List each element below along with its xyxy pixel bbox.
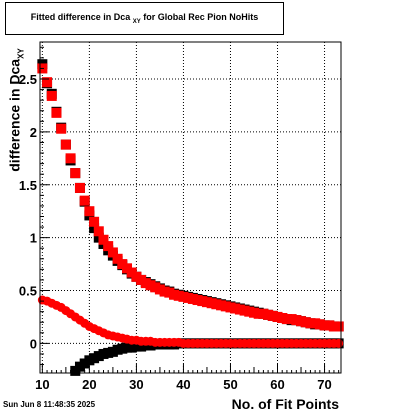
- y-tick-label: 2.5: [19, 72, 37, 87]
- data-point: [107, 247, 118, 258]
- y-axis-label: difference in DcaXY: [7, 28, 27, 193]
- x-tick-label: 10: [35, 377, 49, 392]
- data-point: [89, 216, 100, 227]
- data-point: [70, 168, 81, 179]
- data-point: [79, 195, 90, 206]
- data-point: [42, 77, 53, 88]
- chart-title-box: Fitted difference in Dca XY for Global R…: [5, 2, 284, 35]
- y-axis-label-subscript: XY: [16, 48, 26, 59]
- data-point: [84, 206, 95, 217]
- y-axis-label-main: difference in Dca: [6, 58, 23, 172]
- data-point: [65, 153, 76, 164]
- data-point: [112, 253, 123, 264]
- y-tick-label: 0.5: [19, 284, 37, 299]
- data-point: [46, 90, 57, 101]
- x-tick-label: 40: [176, 377, 190, 392]
- timestamp: Sun Jun 8 11:48:35 2025: [3, 400, 96, 409]
- y-tick-label: 2: [30, 125, 37, 140]
- y-tick-label: 1.5: [19, 178, 37, 193]
- data-point: [60, 139, 71, 150]
- x-tick-label: 20: [82, 377, 96, 392]
- x-tick-label: 70: [317, 377, 331, 392]
- data-point: [74, 182, 85, 193]
- axis-ticks: 10 20 30 40 50 60 70 0 0.5 1 1.5 2 2.5: [19, 46, 340, 392]
- chart-title-subscript: XY: [132, 18, 141, 25]
- chart-title-main: Fitted difference in Dca: [30, 12, 131, 23]
- x-axis-label: No. of Fit Points: [231, 396, 339, 412]
- chart-title: Fitted difference in Dca XY for Global R…: [31, 12, 259, 25]
- data-point: [103, 241, 114, 252]
- x-tick-label: 50: [223, 377, 237, 392]
- x-tick-label: 60: [270, 377, 284, 392]
- data-point: [93, 226, 104, 237]
- x-tick-label: 30: [129, 377, 143, 392]
- data-point: [334, 338, 344, 348]
- y-tick-label: 0: [30, 336, 37, 351]
- data-markers: [37, 59, 344, 376]
- data-point: [333, 321, 344, 332]
- series-4: [37, 295, 344, 348]
- y-tick-label: 1: [30, 231, 37, 246]
- plot-frame: [39, 41, 342, 374]
- chart-title-suffix: for Global Rec Pion NoHits: [140, 12, 259, 23]
- data-point: [51, 107, 62, 118]
- data-point: [98, 234, 109, 245]
- series-2: [37, 63, 344, 332]
- data-point: [56, 123, 67, 134]
